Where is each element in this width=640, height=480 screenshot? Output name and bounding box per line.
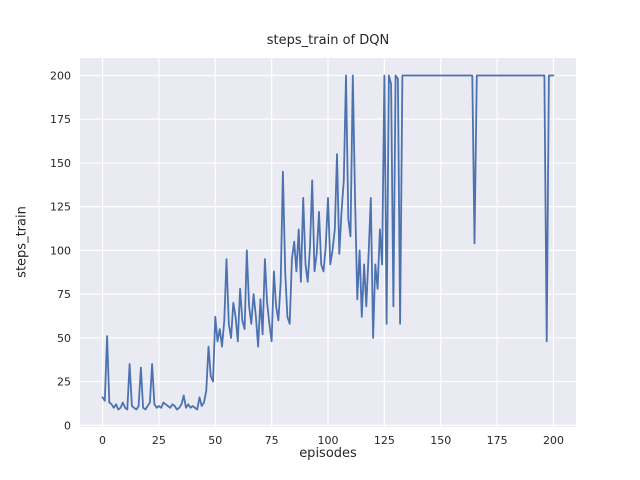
svg-text:75: 75 bbox=[57, 288, 71, 301]
svg-text:125: 125 bbox=[50, 201, 71, 214]
svg-text:100: 100 bbox=[318, 434, 339, 447]
svg-text:150: 150 bbox=[50, 157, 71, 170]
svg-text:50: 50 bbox=[208, 434, 222, 447]
y-axis-label: steps_train bbox=[14, 206, 30, 278]
svg-text:0: 0 bbox=[99, 434, 106, 447]
chart-title: steps_train of DQN bbox=[266, 33, 390, 48]
svg-text:200: 200 bbox=[543, 434, 564, 447]
svg-text:200: 200 bbox=[50, 69, 71, 82]
x-axis-label: episodes bbox=[299, 446, 357, 461]
svg-text:100: 100 bbox=[50, 244, 71, 257]
svg-text:175: 175 bbox=[50, 113, 71, 126]
svg-text:75: 75 bbox=[265, 434, 279, 447]
svg-text:175: 175 bbox=[487, 434, 508, 447]
svg-text:0: 0 bbox=[64, 419, 71, 432]
svg-text:50: 50 bbox=[57, 332, 71, 345]
svg-text:25: 25 bbox=[152, 434, 166, 447]
svg-text:25: 25 bbox=[57, 376, 71, 389]
svg-text:150: 150 bbox=[430, 434, 451, 447]
svg-text:125: 125 bbox=[374, 434, 395, 447]
